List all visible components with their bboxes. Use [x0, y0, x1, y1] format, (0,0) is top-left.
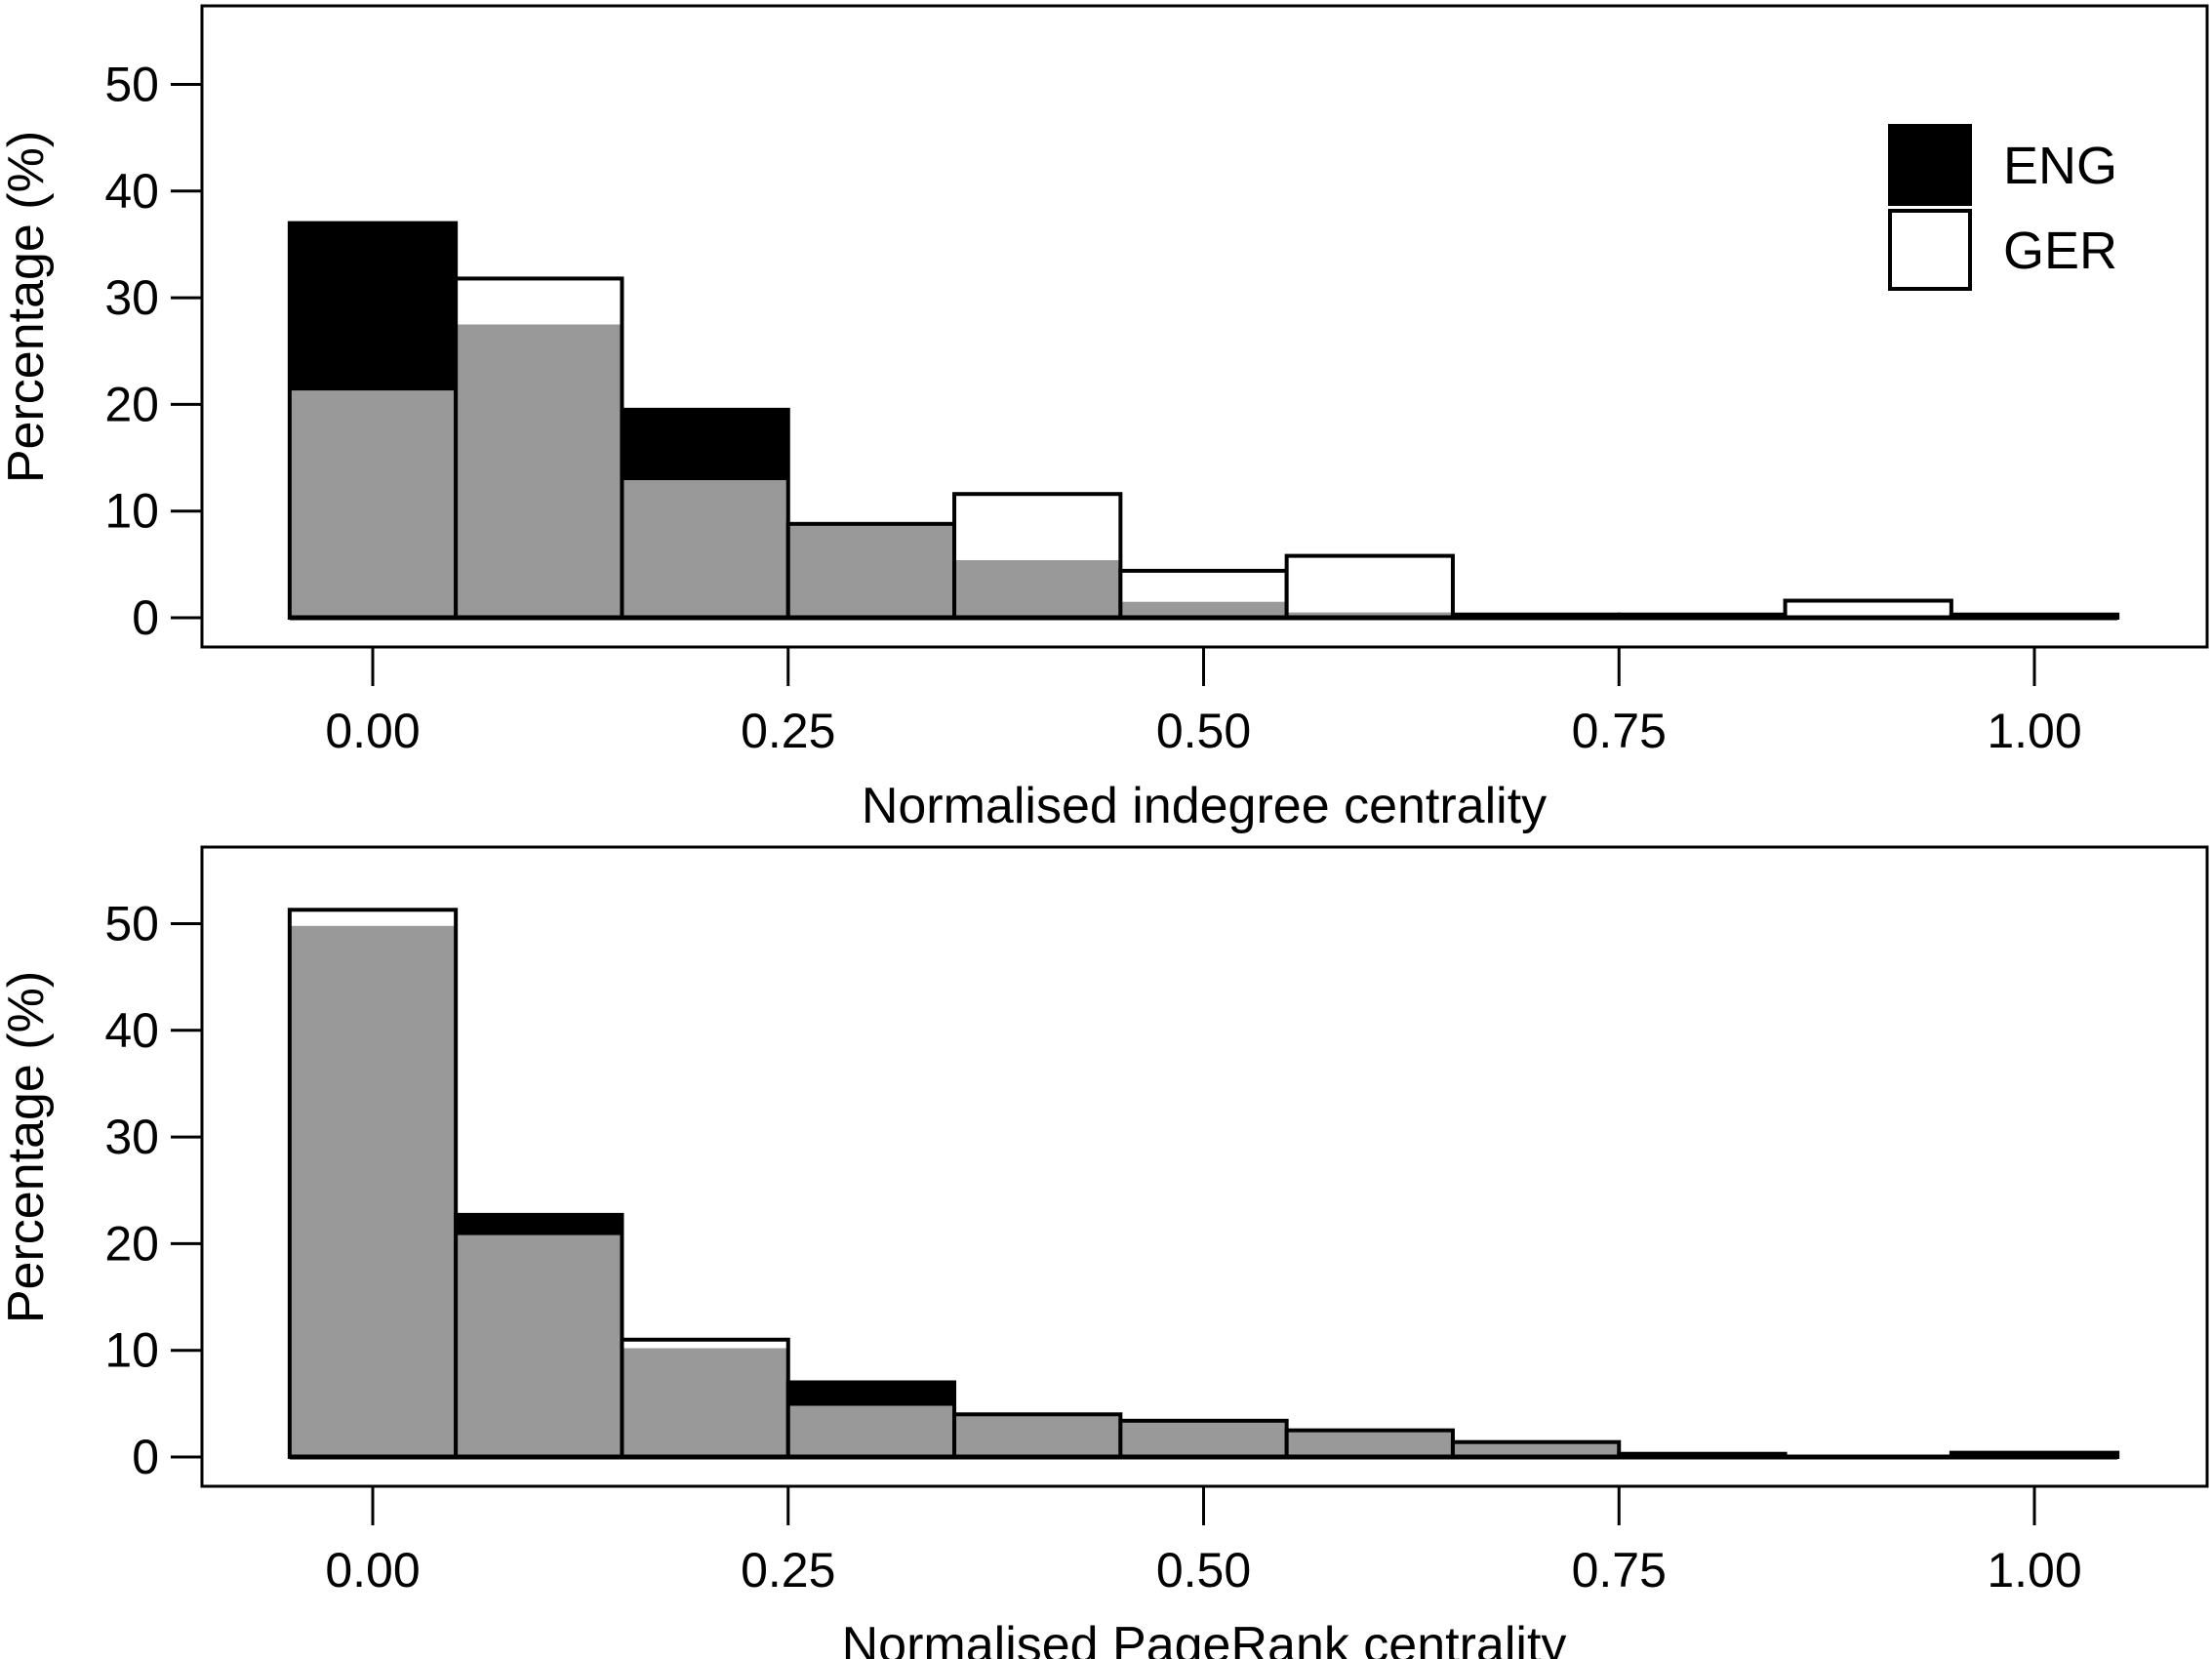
- x-axis: 0.00 0.25 0.50 0.75 1.00: [325, 647, 2082, 758]
- y-tick-label: 40: [104, 164, 159, 219]
- bar-overlap-6: [1120, 1420, 1287, 1457]
- x-axis-label: Normalised PageRank centrality: [842, 1617, 1567, 1659]
- bar-overlap-1: [289, 390, 457, 618]
- bar-ger-excess-7: [1286, 555, 1453, 613]
- bar-overlap-2: [456, 324, 623, 618]
- x-tick-label: 0.75: [1572, 704, 1667, 758]
- chart-panel-2: 0 10 20 30 40 50 0.00 0.25 0.50 0.75 1.00 Normalise…: [0, 845, 2209, 1659]
- bar-ger-excess-5: [954, 494, 1121, 560]
- y-tick-label: 40: [104, 1003, 159, 1058]
- x-tick-label: 1.00: [1987, 704, 2081, 758]
- legend-label-ger: GER: [2003, 222, 2117, 280]
- y-tick-label: 0: [132, 590, 159, 645]
- legend: ENG GER: [1888, 124, 2117, 291]
- x-tick-label: 0.00: [325, 1543, 420, 1598]
- legend-swatch-eng: [1888, 124, 1972, 206]
- chart-panels: 0 10 20 30 40 50 0.00 0.25 0.50 0.75 1.00 Normalise…: [0, 4, 2209, 1659]
- y-tick-label: 10: [104, 484, 159, 539]
- chart-panel-1: 0 10 20 30 40 50 0.00 0.25 0.50 0.75 1.00 Normalise…: [0, 4, 2209, 834]
- y-axis: 0 10 20 30 40 50: [104, 58, 202, 645]
- y-tick-label: 20: [104, 1216, 159, 1271]
- legend-swatch-ger: [1888, 209, 1972, 291]
- x-tick-label: 0.75: [1572, 1543, 1667, 1598]
- y-tick-label: 20: [104, 377, 159, 431]
- x-axis: 0.00 0.25 0.50 0.75 1.00: [325, 1486, 2082, 1598]
- bar-overlap-2: [456, 1234, 623, 1457]
- bar-overlap-5: [954, 1414, 1121, 1457]
- x-tick-label: 0.25: [741, 1543, 835, 1598]
- bar-ger-excess-1: [289, 910, 457, 926]
- bar-ger-excess-6: [1120, 570, 1287, 602]
- bar-overlap-3: [622, 480, 788, 618]
- x-tick-label: 0.50: [1156, 704, 1251, 758]
- bar-overlap-1: [289, 925, 457, 1457]
- x-axis-label: Normalised indegree centrality: [862, 778, 1547, 834]
- y-tick-label: 30: [104, 1110, 159, 1164]
- y-tick-label: 50: [104, 897, 159, 951]
- x-tick-label: 0.25: [741, 704, 835, 758]
- bar-eng-excess-3: [622, 409, 788, 481]
- bar-overlap-4: [787, 523, 955, 618]
- bar-overlap-8: [1452, 1441, 1620, 1457]
- bar-ger-excess-3: [622, 1339, 788, 1349]
- bar-eng-excess-4: [787, 1382, 955, 1406]
- y-tick-label: 10: [104, 1323, 159, 1378]
- bar-overlap-7: [1286, 1430, 1453, 1457]
- bar-ger-excess-10: [1785, 600, 1951, 618]
- legend-label-eng: ENG: [2003, 137, 2117, 195]
- bar-eng-excess-2: [456, 1214, 623, 1235]
- y-tick-label: 30: [104, 270, 159, 325]
- x-tick-label: 1.00: [1987, 1543, 2081, 1598]
- bar-overlap-6: [1120, 601, 1287, 618]
- bars: [287, 221, 2120, 621]
- y-axis-label: Percentage (%): [0, 131, 55, 483]
- y-axis-label: Percentage (%): [0, 971, 55, 1323]
- bar-overlap-5: [954, 559, 1121, 618]
- bars: [287, 908, 2120, 1460]
- bar-overlap-7: [1286, 612, 1453, 618]
- x-tick-label: 0.00: [325, 704, 420, 758]
- y-tick-label: 0: [132, 1430, 159, 1484]
- x-tick-label: 0.50: [1156, 1543, 1251, 1598]
- bar-overlap-3: [622, 1348, 788, 1457]
- y-axis: 0 10 20 30 40 50: [104, 897, 202, 1484]
- y-tick-label: 50: [104, 58, 159, 112]
- bar-overlap-4: [787, 1405, 955, 1457]
- bar-eng-excess-1: [289, 223, 457, 391]
- bar-ger-excess-2: [456, 278, 623, 325]
